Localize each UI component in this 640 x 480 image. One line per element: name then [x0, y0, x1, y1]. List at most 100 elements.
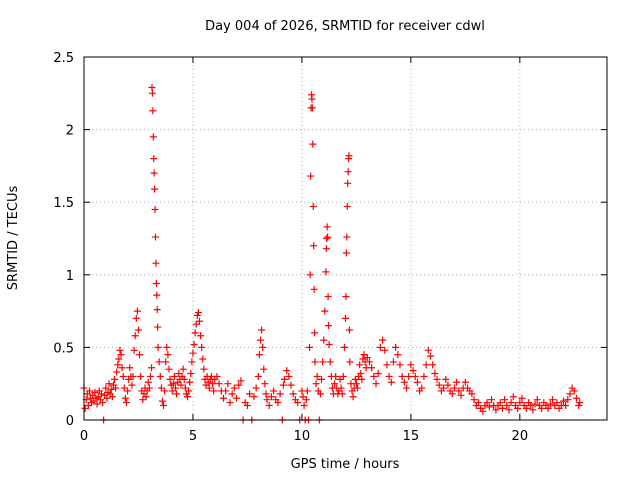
data-point [121, 394, 129, 402]
data-point [455, 387, 463, 395]
data-point [300, 401, 308, 409]
data-point [259, 343, 267, 351]
data-point [289, 390, 297, 398]
data-point [453, 378, 461, 386]
data-point [531, 400, 539, 408]
data-point [265, 401, 273, 409]
data-point [191, 329, 199, 337]
data-point [142, 393, 150, 401]
data-point [527, 401, 535, 409]
y-axis-label: SRMTID / TECUs [6, 186, 21, 291]
data-point [294, 399, 302, 407]
data-point [267, 393, 275, 401]
data-point [496, 399, 504, 407]
data-point [343, 203, 351, 211]
data-point [435, 381, 443, 389]
data-point [400, 378, 408, 386]
data-point [379, 336, 387, 344]
data-point [570, 387, 578, 395]
data-point [470, 396, 478, 404]
data-points [80, 83, 584, 424]
data-point [144, 378, 152, 386]
y-tick-label: 1 [66, 269, 74, 284]
x-tick-label: 10 [294, 429, 311, 444]
data-point [312, 380, 320, 388]
data-point [385, 372, 393, 380]
data-point [349, 393, 357, 401]
data-point [149, 133, 157, 141]
data-point [325, 322, 333, 330]
data-point [553, 399, 561, 407]
data-point [313, 372, 321, 380]
data-point [368, 364, 376, 372]
data-point [91, 388, 99, 396]
data-point [332, 372, 340, 380]
data-point [228, 390, 236, 398]
data-point [498, 404, 506, 412]
data-point [559, 397, 567, 405]
data-point [403, 384, 411, 392]
data-point [145, 384, 153, 392]
data-point [161, 387, 169, 395]
data-point [173, 390, 181, 398]
data-point [237, 377, 245, 385]
data-point [131, 332, 139, 340]
data-point [431, 370, 439, 378]
data-point [389, 358, 397, 366]
data-point [254, 372, 262, 380]
data-point [276, 390, 284, 398]
data-point [137, 372, 145, 380]
data-point [163, 343, 171, 351]
data-point [152, 259, 160, 267]
data-point [126, 364, 134, 372]
data-point [342, 249, 350, 257]
data-point [130, 346, 138, 354]
data-point [166, 375, 174, 383]
data-point [117, 351, 125, 359]
data-point [374, 370, 382, 378]
data-point [311, 329, 319, 337]
y-tick-label: 2 [66, 124, 74, 139]
x-tick-label: 15 [403, 429, 420, 444]
data-point [358, 375, 366, 383]
data-point [177, 381, 185, 389]
data-point [186, 378, 194, 386]
data-point [448, 390, 456, 398]
data-point [179, 365, 187, 373]
data-point [224, 380, 232, 388]
data-point [194, 309, 202, 317]
data-point [156, 372, 164, 380]
data-point [243, 401, 251, 409]
data-point [383, 361, 391, 369]
gridlines [84, 57, 607, 420]
data-point [331, 380, 339, 388]
data-point [307, 172, 315, 180]
data-point [99, 399, 107, 407]
data-point [337, 384, 345, 392]
data-point [170, 372, 178, 380]
data-point [479, 407, 487, 415]
data-point [257, 336, 265, 344]
y-tick-label: 0 [66, 414, 74, 429]
data-point [152, 280, 160, 288]
data-point [326, 358, 334, 366]
data-point [322, 245, 330, 253]
data-point [376, 343, 384, 351]
plot-frame [83, 56, 608, 421]
data-point [474, 399, 482, 407]
data-point [450, 384, 458, 392]
data-point [112, 384, 120, 392]
data-point [409, 367, 417, 375]
data-point [111, 375, 119, 383]
data-point [426, 352, 434, 360]
data-point [283, 367, 291, 375]
data-point [398, 372, 406, 380]
data-point [190, 340, 198, 348]
data-point [105, 380, 113, 388]
data-point [118, 364, 126, 372]
chart-title: Day 004 of 2026, SRMTID for receiver cdw… [205, 19, 485, 34]
data-point [338, 390, 346, 398]
data-point [413, 378, 421, 386]
data-point [316, 390, 324, 398]
data-point [258, 326, 266, 334]
